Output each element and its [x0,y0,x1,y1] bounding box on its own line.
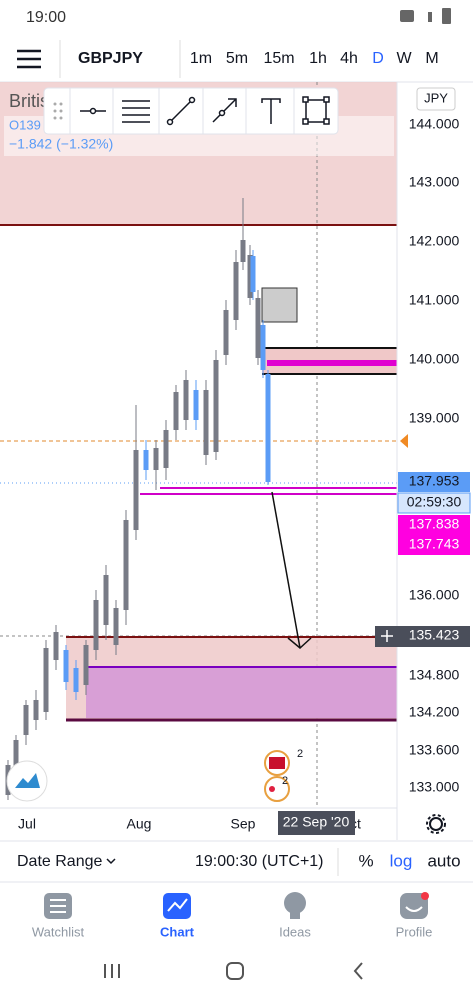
crosshair-date: 22 Sep '20 [283,814,350,830]
time-label: Sep [231,816,256,832]
line-tag: 137.743 [409,536,460,552]
interval[interactable]: 5m [226,50,248,67]
settings-button[interactable] [426,814,446,834]
price-label: 133.000 [409,779,460,795]
nav-label: Profile [396,924,433,939]
change-value: −1.842 (−1.32%) [9,136,113,152]
last-price-tag: 137.953 [409,473,460,489]
back[interactable] [353,962,363,980]
symbol-name: Britis [9,91,49,111]
date-range[interactable]: Date Range [17,853,102,870]
arrow [271,491,312,649]
box [261,287,298,323]
interval[interactable]: W [396,50,412,67]
system-nav [104,962,363,980]
event-badge[interactable]: 2 [282,775,288,787]
tool-trend-line[interactable] [166,96,196,126]
purple-zone [86,667,397,718]
symbol[interactable]: GBPJPY [78,50,143,67]
interval[interactable]: D [372,50,384,67]
status-icons [400,8,451,24]
price-axis: JPY 144.000 143.000 142.000 141.000 140.000 1… [375,82,471,840]
menu-button[interactable] [17,49,41,69]
interval[interactable]: 15m [263,50,294,67]
price-label: 144.000 [409,116,460,132]
nav-profile[interactable]: Profile [396,892,433,939]
tool-rectangle[interactable] [302,96,330,125]
tool-arrow[interactable] [212,98,237,123]
open-value: O139 [9,117,41,132]
percent-toggle[interactable]: % [358,851,373,870]
interval[interactable]: 1h [309,50,327,67]
event-badge[interactable]: 2 [297,748,303,760]
interval[interactable]: M [425,50,438,67]
interval[interactable]: 1m [190,50,212,67]
logo[interactable] [6,760,48,802]
price-label: 140.000 [409,351,460,367]
time-label: Jul [18,816,36,832]
interval[interactable]: 4h [340,50,358,67]
nav-label: Chart [160,924,195,939]
log-toggle[interactable]: log [390,851,413,870]
price-label: 139.000 [409,410,460,426]
crosshair-price: 135.423 [409,627,460,643]
price-label: 133.600 [409,742,460,758]
drawing-toolbar [43,87,339,135]
recents[interactable] [104,964,120,978]
magenta-band [267,360,397,366]
clock[interactable]: 19:00:30 (UTC+1) [195,853,324,870]
nav-label: Ideas [279,924,311,939]
price-label: 142.000 [409,233,460,249]
price-label: 136.000 [409,587,460,603]
price-label: 134.800 [409,667,460,683]
toolbar: GBPJPY 1m 5m 15m 1h 4h D W M [0,40,473,83]
home[interactable] [226,962,244,980]
tool-fib[interactable] [122,100,150,123]
nav-chart[interactable]: Chart [160,893,195,939]
nav-ideas[interactable]: Ideas [279,892,311,939]
event-flags: 2 2 [264,748,303,802]
time-label: Aug [127,816,152,832]
chart-area: Britis O139 −1.842 (−1.32%) 2 2 [0,82,397,808]
nav-label: Watchlist [32,924,85,939]
tool-text[interactable] [261,98,281,124]
time-axis: Jul Aug Sep Oct 22 Sep '20 [0,807,446,835]
status-time: 19:00 [26,9,66,26]
candles [5,198,271,800]
auto-toggle[interactable]: auto [427,851,460,870]
tool-horizontal-line[interactable] [80,107,106,115]
price-label: 143.000 [409,174,460,190]
price-label: 141.000 [409,292,460,308]
countdown: 02:59:30 [407,494,462,510]
currency[interactable]: JPY [424,90,448,105]
nav-watchlist[interactable]: Watchlist [32,893,85,939]
line-tag: 137.838 [409,516,460,532]
price-label: 134.200 [409,704,460,720]
